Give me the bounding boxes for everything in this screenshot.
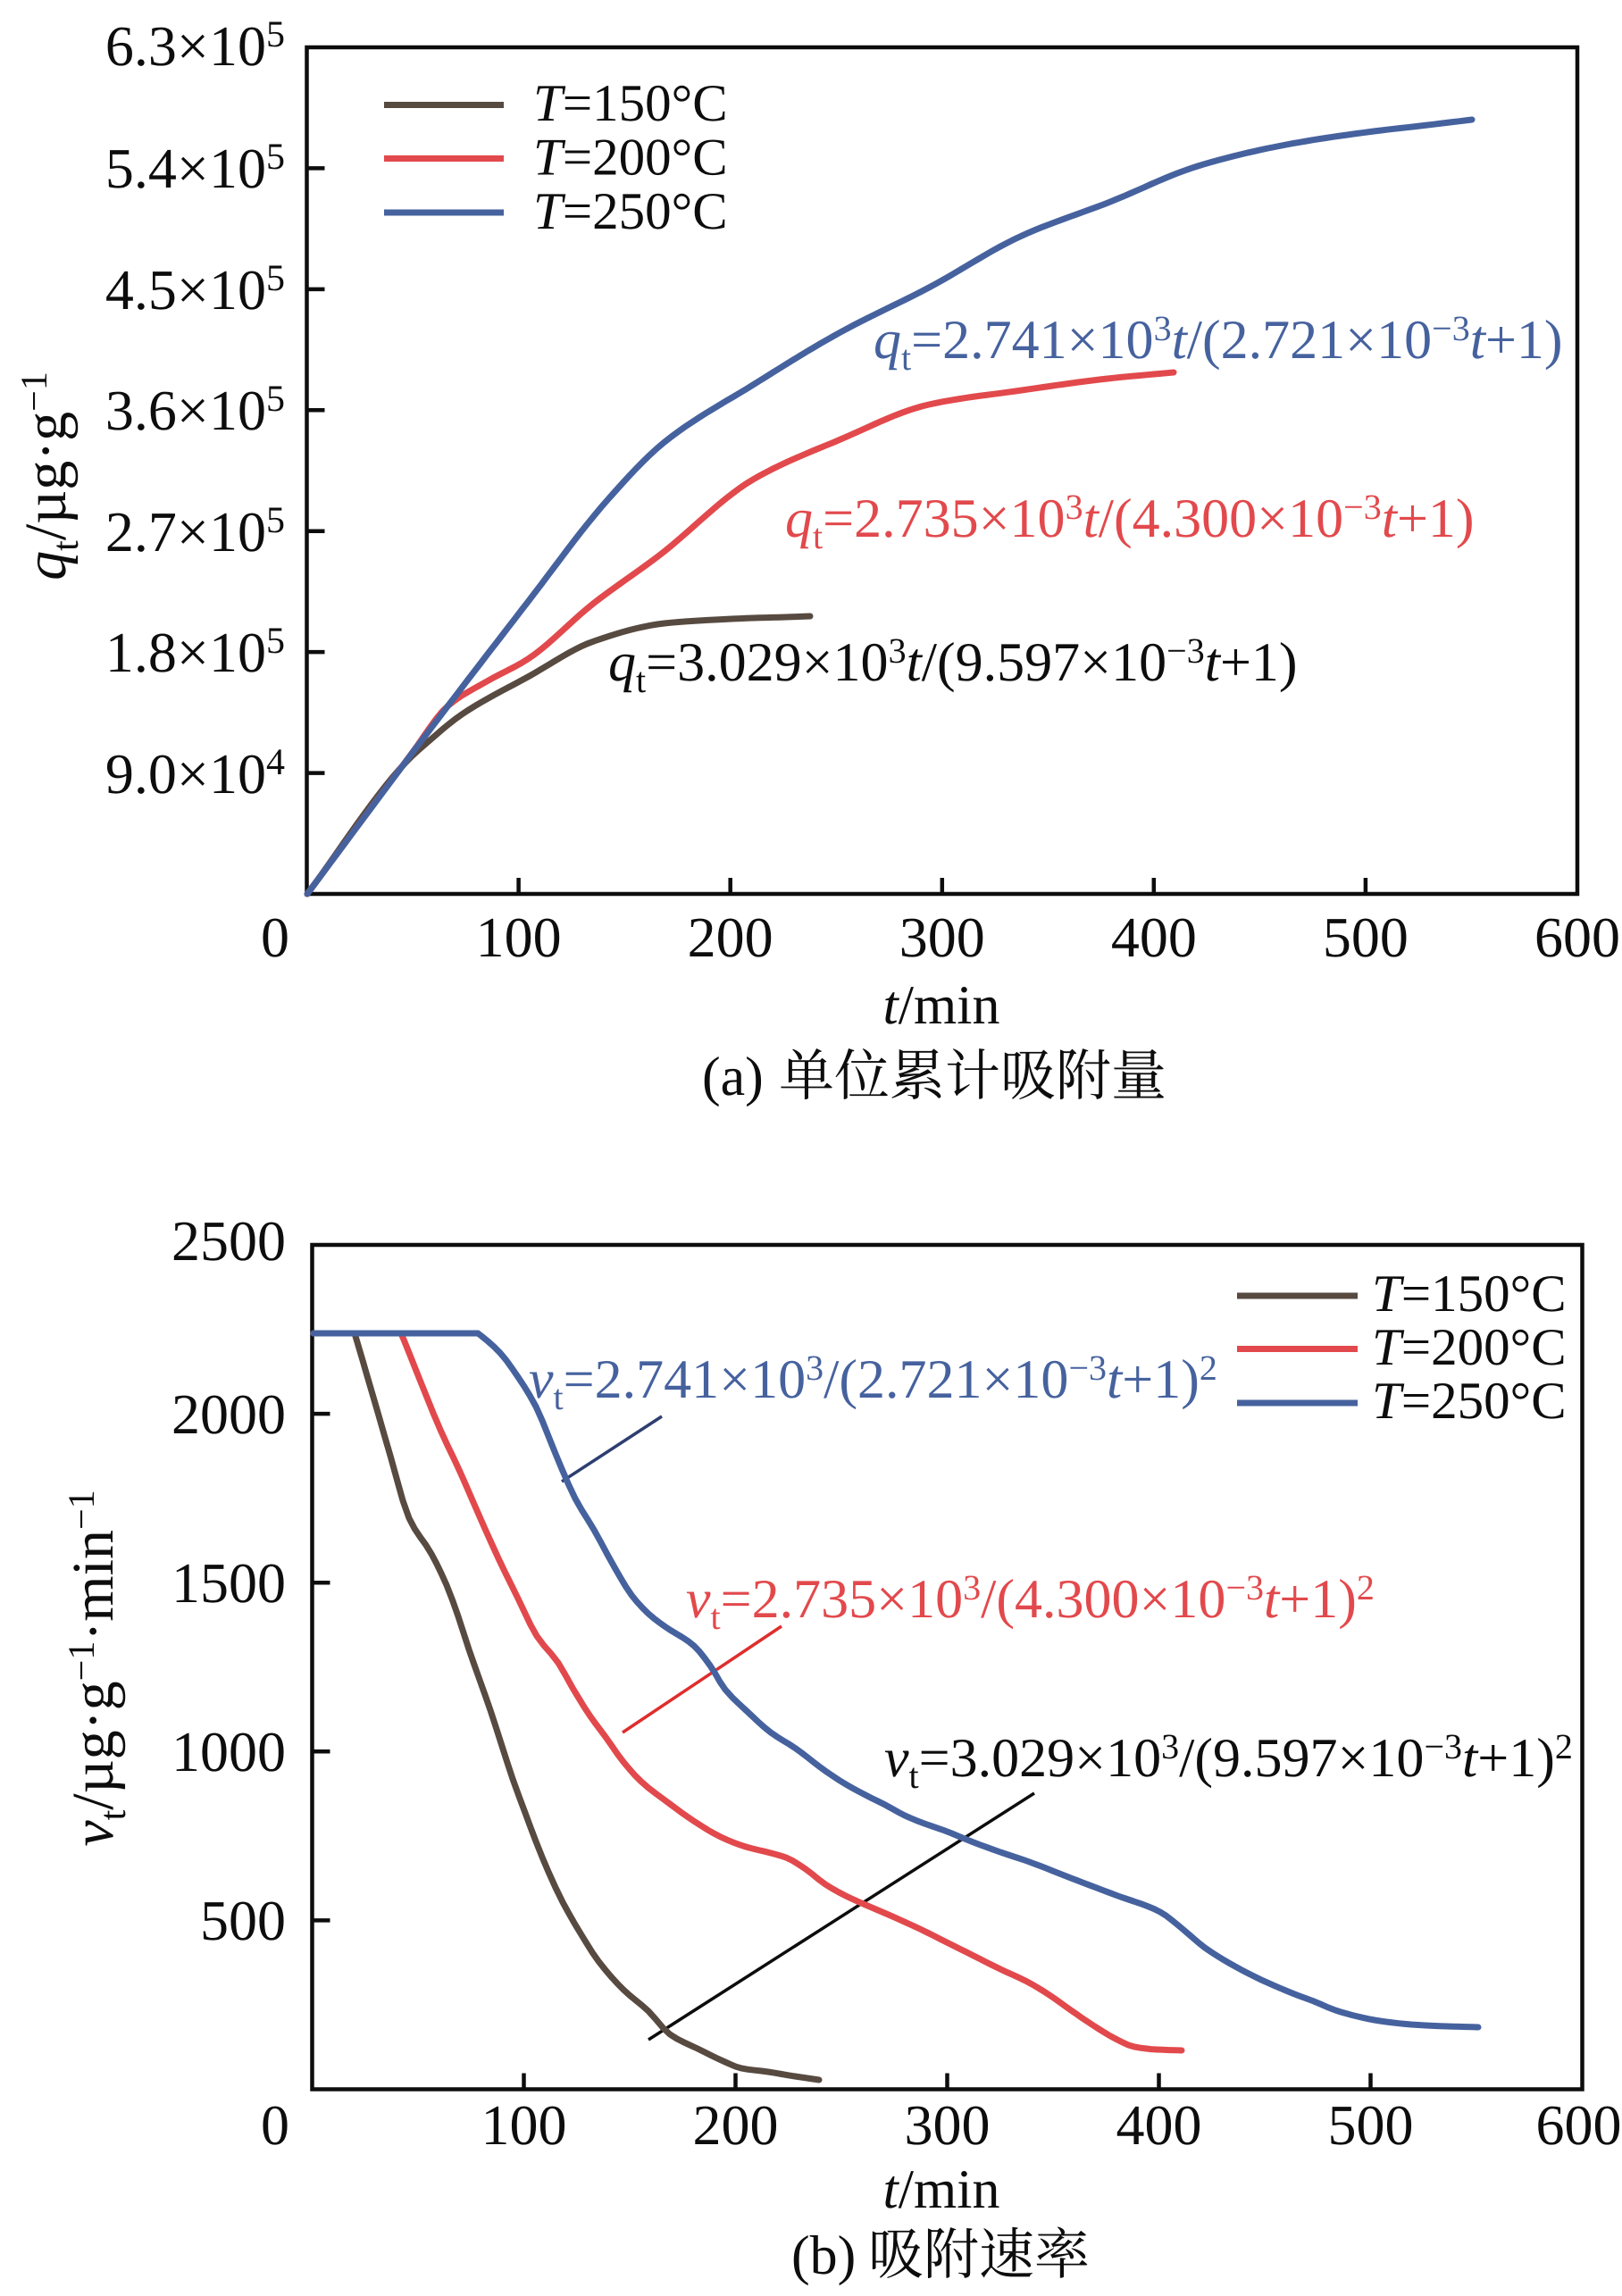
svg-text:2500: 2500	[171, 1209, 286, 1273]
svg-text:4.5×105: 4.5×105	[105, 258, 285, 321]
svg-text:T=200°C: T=200°C	[1372, 1317, 1567, 1376]
svg-text:qt=2.741×103t/(2.721×10−3t+1): qt=2.741×103t/(2.721×10−3t+1)	[874, 308, 1563, 378]
svg-text:300: 300	[905, 2093, 991, 2157]
svg-text:2000: 2000	[171, 1382, 286, 1446]
svg-text:vt=3.029×103/(9.597×10−3t+1)2: vt=3.029×103/(9.597×10−3t+1)2	[884, 1726, 1573, 1796]
svg-text:T=200°C: T=200°C	[533, 128, 728, 187]
svg-text:300: 300	[899, 906, 985, 969]
svg-text:1.8×105: 1.8×105	[105, 621, 285, 684]
svg-text:qt=3.029×103t/(9.597×10−3t+1): qt=3.029×103t/(9.597×10−3t+1)	[608, 630, 1298, 700]
svg-text:500: 500	[1328, 2093, 1414, 2157]
svg-text:6.3×105: 6.3×105	[105, 14, 285, 78]
svg-text:600: 600	[1536, 2093, 1622, 2157]
svg-text:T=250°C: T=250°C	[533, 181, 728, 240]
svg-text:qt=2.735×103t/(4.300×10−3t+1): qt=2.735×103t/(4.300×10−3t+1)	[785, 487, 1475, 556]
svg-text:100: 100	[476, 906, 562, 969]
svg-text:vt=2.741×103/(2.721×10−3t+1)2: vt=2.741×103/(2.721×10−3t+1)2	[529, 1348, 1217, 1417]
svg-text:vt=2.735×103/(4.300×10−3t+1)2: vt=2.735×103/(4.300×10−3t+1)2	[686, 1567, 1375, 1637]
svg-text:0: 0	[261, 2093, 289, 2157]
svg-text:400: 400	[1116, 2093, 1202, 2157]
svg-text:(b): (b)	[791, 2225, 856, 2286]
svg-text:t/min: t/min	[883, 2159, 1000, 2220]
svg-text:1000: 1000	[171, 1720, 286, 1783]
svg-text:(a): (a)	[702, 1047, 764, 1107]
svg-text:500: 500	[1323, 906, 1409, 969]
svg-text:T=250°C: T=250°C	[1372, 1371, 1567, 1430]
svg-text:vt/µg·g−1·min−1: vt/µg·g−1·min−1	[61, 1490, 134, 1846]
svg-text:100: 100	[481, 2093, 567, 2157]
svg-text:t/min: t/min	[883, 975, 1000, 1036]
svg-text:3.6×105: 3.6×105	[105, 379, 285, 442]
svg-text:qt/µg·g−1: qt/µg·g−1	[13, 372, 87, 580]
svg-text:5.4×105: 5.4×105	[105, 137, 285, 200]
svg-text:9.0×104: 9.0×104	[105, 742, 285, 806]
svg-text:2.7×105: 2.7×105	[105, 500, 285, 564]
svg-text:500: 500	[200, 1889, 286, 1952]
svg-text:600: 600	[1534, 906, 1620, 969]
svg-text:T=150°C: T=150°C	[533, 73, 728, 132]
svg-text:200: 200	[693, 2093, 779, 2157]
svg-text:400: 400	[1111, 906, 1197, 969]
svg-text:0: 0	[261, 906, 289, 969]
svg-text:T=150°C: T=150°C	[1372, 1264, 1567, 1323]
svg-text:200: 200	[688, 906, 773, 969]
svg-text:1500: 1500	[171, 1551, 286, 1615]
